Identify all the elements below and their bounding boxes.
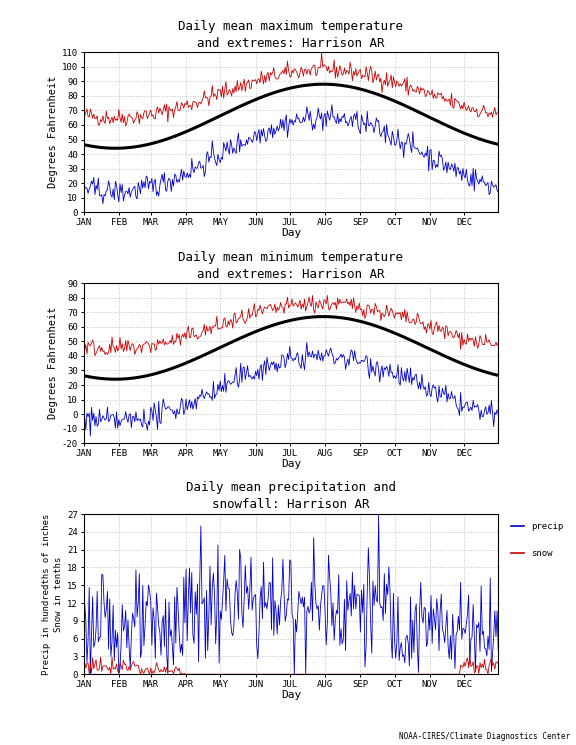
Title: Daily mean maximum temperature
and extremes: Harrison AR: Daily mean maximum temperature and extre… (179, 19, 403, 50)
Y-axis label: Degrees Fahrenheit: Degrees Fahrenheit (48, 307, 58, 419)
Text: NOAA-CIRES/Climate Diagnostics Center: NOAA-CIRES/Climate Diagnostics Center (399, 732, 570, 741)
Y-axis label: Degrees Fahrenheit: Degrees Fahrenheit (48, 76, 58, 188)
X-axis label: Day: Day (281, 690, 301, 700)
Title: Daily mean precipitation and
snowfall: Harrison AR: Daily mean precipitation and snowfall: H… (186, 481, 396, 512)
Legend: precip, snow: precip, snow (507, 519, 567, 562)
Title: Daily mean minimum temperature
and extremes: Harrison AR: Daily mean minimum temperature and extre… (179, 250, 403, 281)
Y-axis label: Precip in hundredths of inches
Snow in tenths: Precip in hundredths of inches Snow in t… (42, 513, 63, 675)
X-axis label: Day: Day (281, 228, 301, 238)
X-axis label: Day: Day (281, 459, 301, 469)
